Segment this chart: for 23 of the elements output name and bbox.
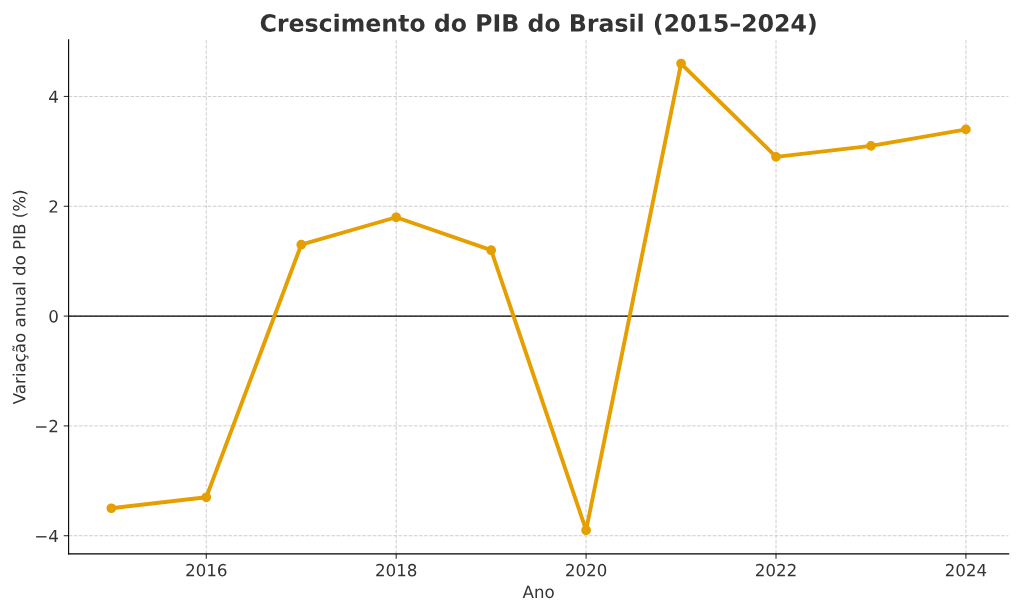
x-tick-label: 2018 <box>376 563 417 577</box>
point <box>106 503 117 514</box>
point <box>581 525 591 536</box>
point <box>771 151 781 162</box>
point <box>296 239 307 250</box>
point <box>201 492 212 503</box>
y-tick-label: 2 <box>49 200 58 213</box>
x-tick-label: 2022 <box>756 563 796 577</box>
x-tick-label: 2024 <box>945 563 987 577</box>
x-tick-label: 2020 <box>566 563 607 577</box>
x-tick-label: 2016 <box>186 563 227 577</box>
x-axis-title: Ano <box>522 585 554 599</box>
point <box>866 141 876 151</box>
y-tick-label: 4 <box>49 90 58 103</box>
point <box>676 58 686 69</box>
y-axis-title: Variação anual do PIB (%) <box>12 190 29 405</box>
point <box>486 245 497 256</box>
point <box>391 212 402 223</box>
point <box>961 124 971 135</box>
y-tick-label: 0 <box>49 310 58 323</box>
y-tick-label: −2 <box>36 419 58 433</box>
y-tick-label: −4 <box>36 529 58 543</box>
chart-title: Crescimento do PIB do Brasil (2015–2024) <box>260 13 816 35</box>
